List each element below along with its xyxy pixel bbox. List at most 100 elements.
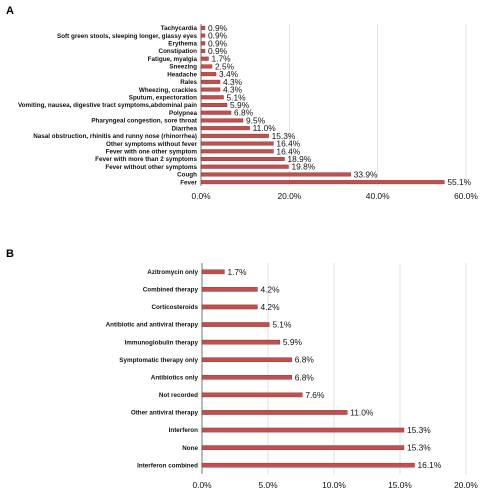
category-label: Immunoglobulin therapy bbox=[125, 339, 199, 346]
category-label: Vomiting, nausea, digestive tract sympto… bbox=[18, 102, 197, 109]
category-label: Headache bbox=[167, 71, 197, 78]
value-label: 5.1% bbox=[227, 92, 247, 102]
category-label: None bbox=[182, 445, 198, 452]
category-label: Diarrhea bbox=[171, 125, 197, 132]
value-label: 16.1% bbox=[418, 460, 442, 470]
value-label: 55.1% bbox=[447, 177, 471, 187]
bar bbox=[200, 33, 206, 38]
category-label: Fever without other symptoms bbox=[105, 164, 197, 171]
value-label: 19.8% bbox=[291, 162, 315, 172]
value-label: 15.3% bbox=[407, 443, 431, 453]
value-label: 5.9% bbox=[283, 337, 303, 347]
bar bbox=[200, 102, 228, 107]
bar bbox=[200, 87, 221, 92]
x-tick-label: 60.0% bbox=[454, 191, 478, 201]
bar bbox=[200, 126, 250, 131]
x-tick-label: 15.0% bbox=[388, 480, 412, 490]
category-label: Wheezing, crackles bbox=[139, 87, 198, 94]
x-tick-label: 5.0% bbox=[258, 480, 278, 490]
bar bbox=[200, 118, 244, 123]
bar bbox=[201, 322, 270, 327]
value-label: 4.3% bbox=[223, 77, 243, 87]
bar bbox=[200, 41, 206, 46]
x-tick-label: 20.0% bbox=[454, 480, 478, 490]
bar bbox=[201, 269, 225, 275]
category-label: Antibiotic and antiviral therapy bbox=[106, 322, 199, 329]
value-label: 5.1% bbox=[272, 320, 292, 330]
category-label: Erythema bbox=[168, 40, 197, 47]
bar bbox=[200, 56, 209, 61]
bar bbox=[201, 392, 303, 398]
category-label: Fatigue, myalgia bbox=[148, 56, 198, 63]
chart-b-treatments: 0.0% 5.0% 10.0% 15.0% 20.0% Azitromycin only 1… bbox=[106, 263, 478, 490]
value-label: 6.8% bbox=[234, 108, 254, 118]
category-label: Interferon combined bbox=[137, 462, 198, 469]
bar bbox=[200, 172, 351, 177]
category-label: Sneezing bbox=[169, 64, 197, 71]
category-label: Symptomatic therapy only bbox=[119, 357, 198, 364]
value-label: 5.9% bbox=[230, 100, 250, 110]
category-label: Soft green stools, sleeping longer, glas… bbox=[57, 33, 197, 40]
bar bbox=[200, 149, 274, 154]
x-tick-label: 0.0% bbox=[192, 480, 212, 490]
value-label: 9.5% bbox=[246, 115, 266, 125]
value-label: 7.6% bbox=[305, 390, 325, 400]
panel-label-a: A bbox=[6, 5, 14, 17]
bar bbox=[200, 79, 221, 84]
bar bbox=[201, 462, 415, 468]
value-label: 4.3% bbox=[223, 85, 243, 95]
panel-label-b: B bbox=[6, 248, 14, 260]
bar bbox=[201, 287, 258, 292]
bar bbox=[200, 72, 217, 77]
value-label: 33.9% bbox=[354, 169, 378, 179]
category-label: Tachycardia bbox=[161, 25, 198, 32]
category-label: Fever with more than 2 symptoms bbox=[95, 156, 197, 163]
bar bbox=[200, 25, 206, 30]
category-label: Cough bbox=[177, 172, 197, 179]
x-tick-label: 10.0% bbox=[322, 480, 346, 490]
value-label: 11.0% bbox=[350, 407, 374, 417]
category-label: Polypnea bbox=[169, 110, 197, 117]
category-label: Combined therapy bbox=[143, 287, 199, 294]
bar bbox=[200, 110, 232, 115]
category-label: Antibiotics only bbox=[151, 374, 199, 381]
bar bbox=[201, 410, 348, 415]
bar bbox=[200, 141, 274, 146]
bar bbox=[201, 304, 258, 310]
value-label: 0.9% bbox=[208, 31, 228, 41]
category-label: Interferon bbox=[169, 427, 199, 434]
category-label: Nasal obstruction, rhinitis and runny no… bbox=[33, 133, 197, 140]
bar bbox=[200, 95, 224, 100]
value-label: 0.9% bbox=[208, 46, 228, 56]
category-label: Azitromycin only bbox=[147, 269, 198, 276]
bar bbox=[201, 357, 292, 363]
category-label: Corticosteroids bbox=[151, 304, 198, 311]
category-label: Other antiviral therapy bbox=[131, 410, 199, 417]
value-label: 4.2% bbox=[260, 302, 280, 312]
value-label: 4.2% bbox=[260, 284, 280, 294]
value-label: 0.9% bbox=[208, 38, 228, 48]
category-label: Other symptoms without fever bbox=[106, 141, 198, 148]
bar bbox=[200, 49, 206, 54]
bar bbox=[200, 180, 445, 185]
x-tick-label: 40.0% bbox=[366, 191, 390, 201]
category-label: Sputum, expectoration bbox=[129, 94, 197, 101]
x-tick-label: 20.0% bbox=[277, 191, 301, 201]
bar bbox=[200, 64, 213, 69]
bar bbox=[201, 339, 281, 345]
value-label: 0.9% bbox=[208, 23, 228, 33]
category-label: Fever bbox=[180, 179, 197, 186]
value-label: 1.7% bbox=[212, 54, 232, 64]
bar bbox=[200, 156, 285, 161]
value-label: 16.4% bbox=[276, 146, 300, 156]
bar bbox=[201, 445, 405, 450]
category-label: Rales bbox=[180, 79, 197, 86]
value-label: 15.3% bbox=[407, 425, 431, 435]
value-label: 3.4% bbox=[219, 69, 239, 79]
category-label: Constipation bbox=[159, 48, 198, 55]
value-label: 6.8% bbox=[295, 355, 315, 365]
value-label: 1.7% bbox=[227, 267, 247, 277]
bar bbox=[201, 374, 292, 380]
